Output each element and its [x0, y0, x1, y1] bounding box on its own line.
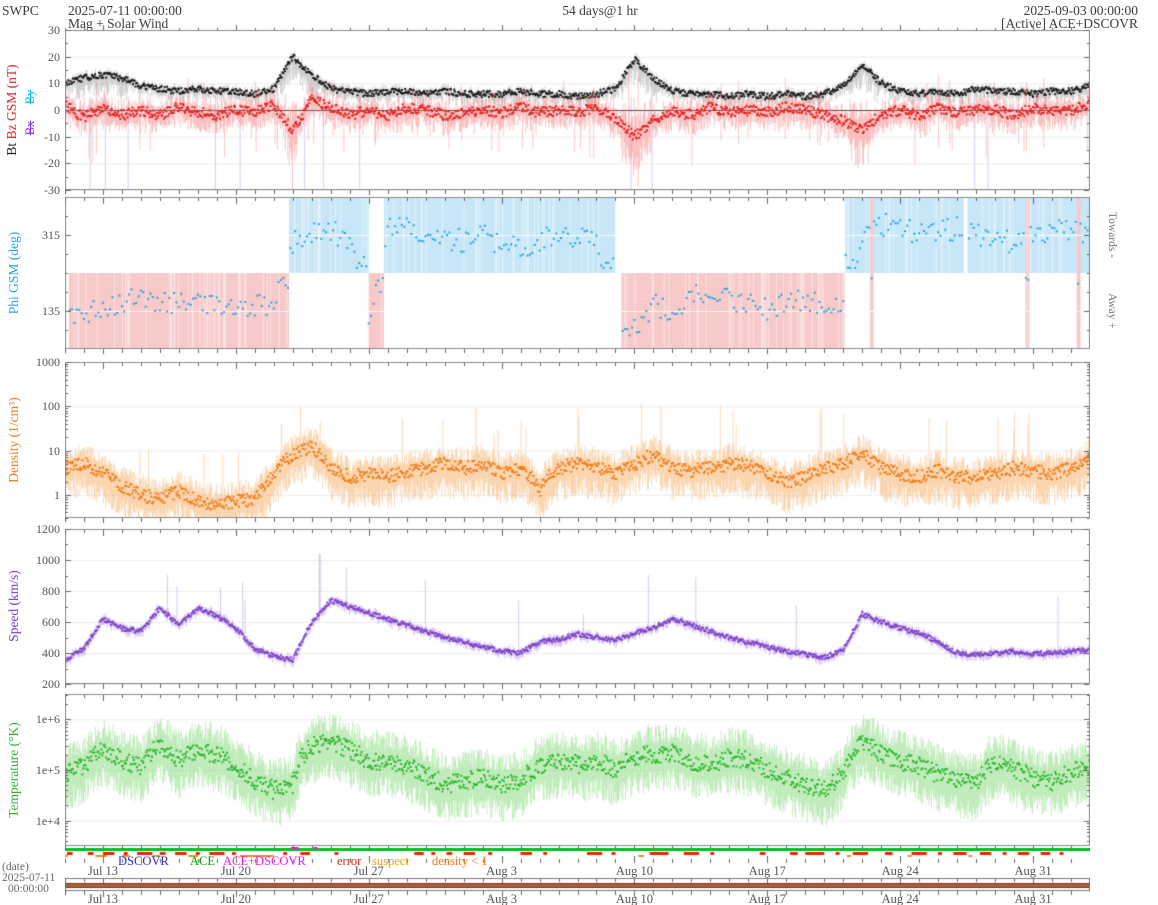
date-axis-caption: (date)	[2, 861, 29, 873]
date-label-row2: Jul 20	[220, 892, 251, 905]
date-label-row2: Aug 31	[1014, 892, 1052, 905]
y-tick-label-phi: 135	[42, 304, 60, 318]
date-label-row1: Aug 31	[1014, 864, 1052, 878]
date-label-row1: Jul 13	[87, 864, 119, 878]
sector-label-bottom: Away +	[1106, 293, 1118, 329]
date-label-row2: Jul 13	[87, 892, 119, 905]
date-label-row1: Jul 20	[220, 864, 251, 878]
panel-phi-canvas	[65, 191, 1090, 355]
y-tick-label-mag: 20	[48, 49, 60, 64]
start-datetime: 2025-07-11 00:00:00	[68, 3, 182, 18]
y-tick-label-speed: 200	[42, 677, 60, 691]
date-label-row1: Aug 3	[486, 864, 518, 878]
y-tick-label-speed: 1000	[36, 553, 60, 567]
footer-start-time: 00:00:00	[8, 883, 49, 895]
date-axis-canvas	[65, 856, 1090, 905]
y-tick-label-temperature: 1e+6	[35, 712, 60, 727]
panel-mag-canvas	[65, 24, 1090, 196]
y-tick-label-speed: 600	[42, 615, 60, 629]
panel-speed-canvas	[65, 523, 1090, 690]
brand: SWPC	[2, 3, 39, 18]
end-datetime: 2025-09-03 00:00:00	[1023, 3, 1138, 18]
legend-item-density-1: density < 1	[432, 854, 488, 868]
y-tick-label-temperature: 1e+4	[35, 813, 60, 828]
y-tick-label-mag: -10	[44, 129, 60, 144]
date-label-row1: Aug 17	[748, 864, 786, 878]
y-tick-label-phi: 315	[42, 228, 60, 242]
y-tick-label-density: 1000	[36, 355, 60, 369]
panel-temperature-canvas	[65, 688, 1090, 852]
date-label-row2: Aug 24	[881, 892, 919, 905]
date-label-row1: Aug 24	[881, 864, 919, 878]
y-tick-label-speed: 1200	[36, 522, 60, 536]
legend-item-error: error	[337, 854, 362, 868]
date-label-row2: Jul 27	[353, 892, 384, 905]
legend-item-ace: ACE	[190, 854, 215, 868]
y-tick-label-speed: 800	[42, 584, 60, 598]
y-tick-label-mag: 10	[48, 76, 60, 91]
panel-density-canvas	[65, 356, 1090, 524]
legend-item-suspect: suspect	[372, 854, 409, 868]
footer-start-date: 2025-07-11	[2, 872, 56, 884]
date-label-row1: Aug 10	[615, 864, 654, 878]
duration-label: 54 days@1 hr	[562, 3, 638, 18]
y-tick-label-mag: 0	[54, 103, 60, 117]
date-label-row2: Aug 10	[615, 892, 654, 905]
y-tick-label-mag: 30	[48, 23, 60, 37]
date-label-row2: Aug 17	[748, 892, 786, 905]
y-tick-label-density: 10	[48, 443, 60, 458]
y-tick-label-temperature: 1e+5	[35, 762, 60, 777]
date-label-row2: Aug 3	[486, 892, 518, 905]
y-tick-label-speed: 400	[42, 646, 60, 660]
legend-item-ace-dscovr: ACE+DSCOVR	[223, 854, 306, 868]
y-tick-label-density: 1	[54, 487, 60, 502]
y-tick-label-mag: -30	[44, 183, 60, 197]
legend-item-dscovr: DSCOVR	[118, 854, 169, 868]
y-tick-label-density: 100	[42, 399, 60, 414]
sector-label-top: Towards -	[1106, 211, 1118, 259]
y-tick-label-mag: -20	[44, 156, 60, 171]
date-label-row1: Jul 27	[353, 864, 384, 878]
